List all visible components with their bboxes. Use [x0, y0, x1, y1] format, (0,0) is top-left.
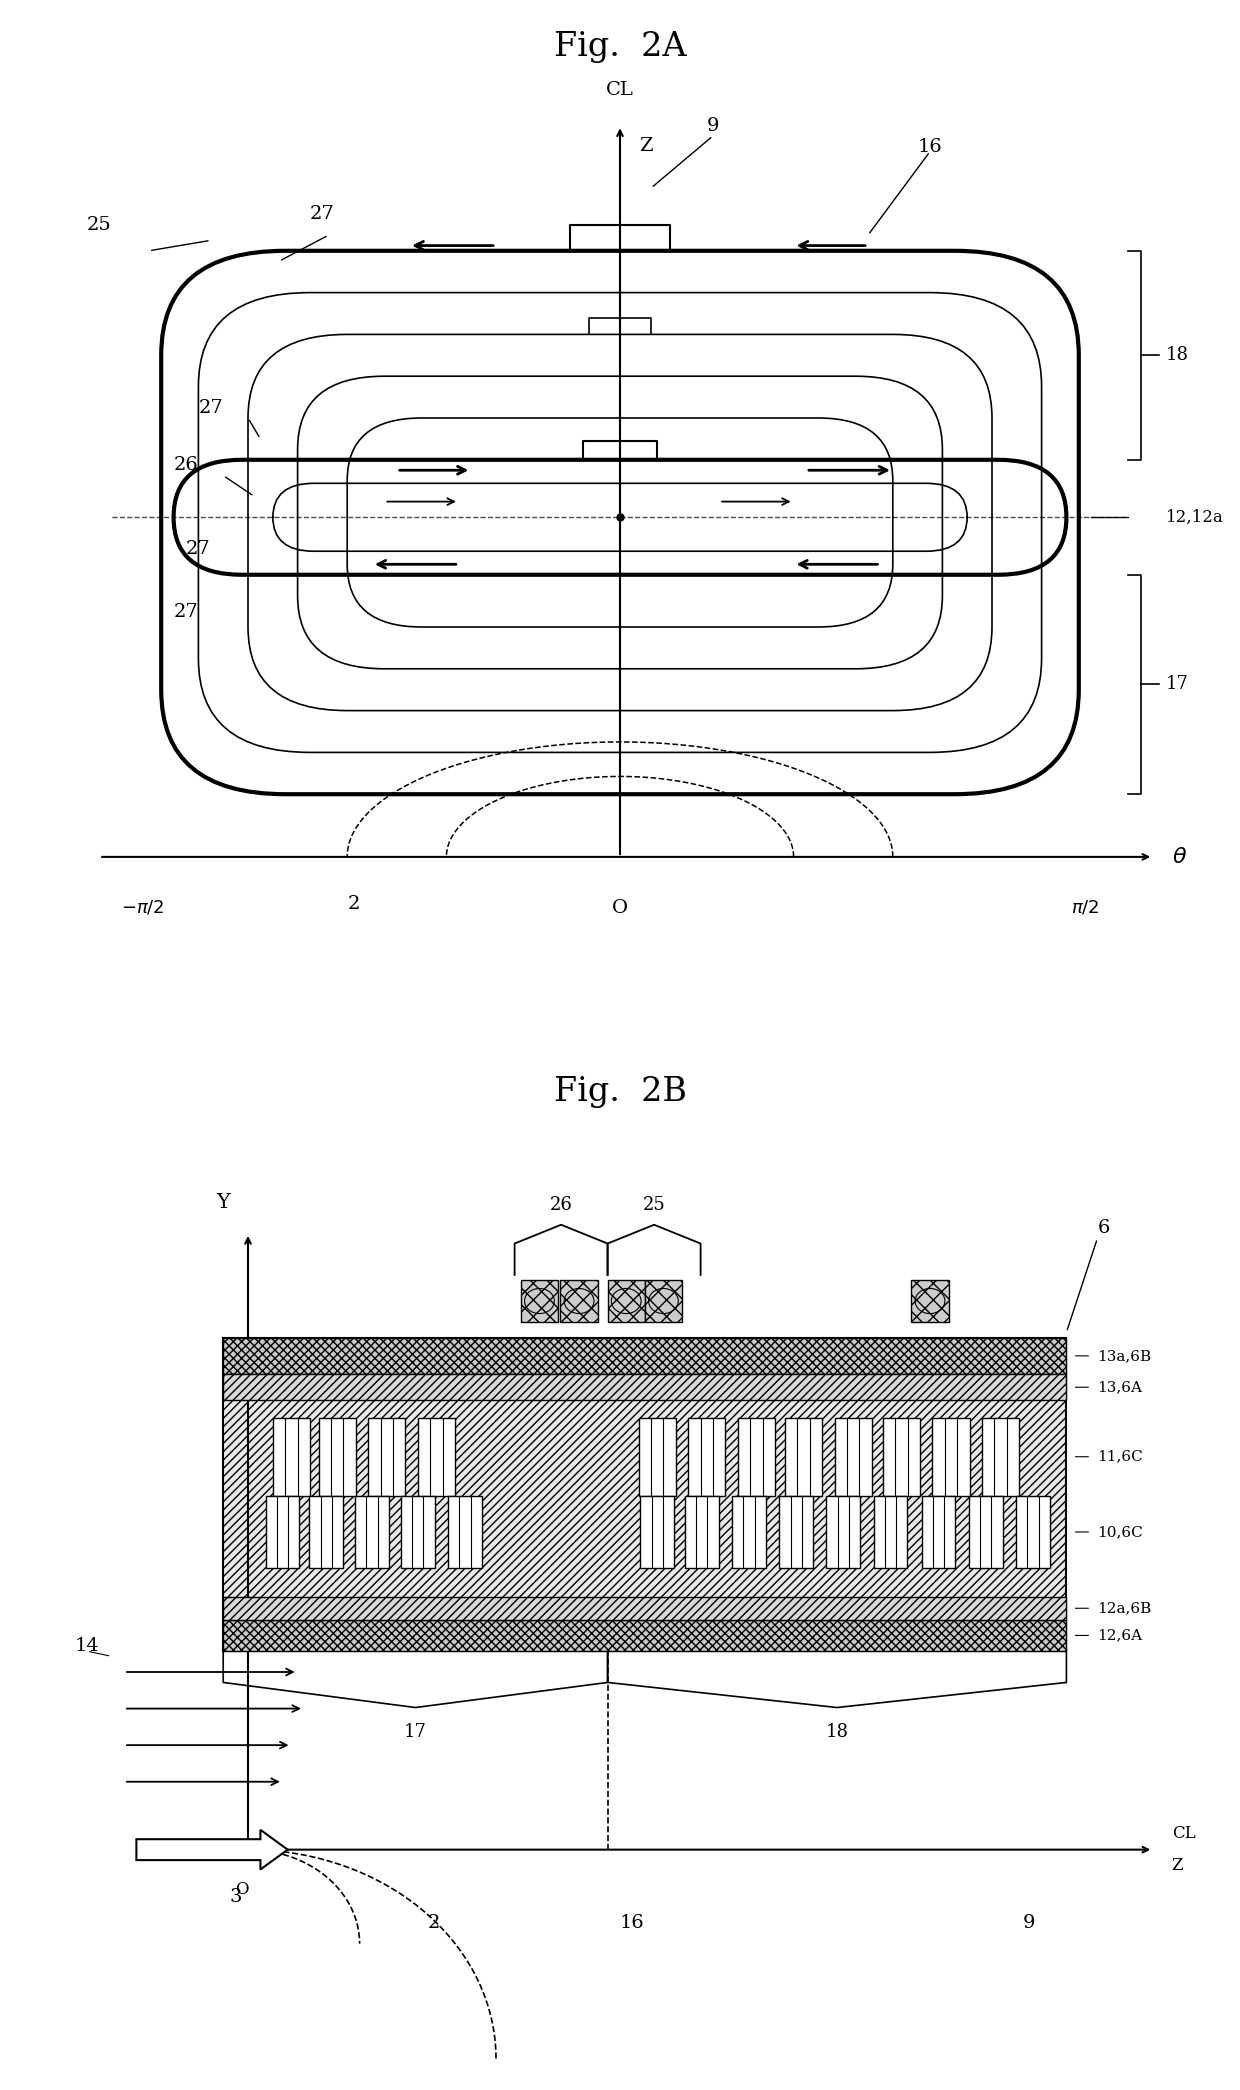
Text: $\theta$: $\theta$ — [1172, 846, 1187, 867]
Text: 25: 25 — [87, 215, 112, 234]
Bar — [560, 1279, 598, 1323]
Bar — [273, 1417, 310, 1496]
Text: Z: Z — [639, 138, 652, 155]
Bar — [970, 1496, 1003, 1568]
Bar — [932, 1417, 970, 1496]
Text: 2: 2 — [428, 1914, 440, 1931]
Text: CL: CL — [1172, 1825, 1195, 1843]
Text: $-\pi/2$: $-\pi/2$ — [122, 899, 164, 918]
Bar — [639, 1417, 676, 1496]
Bar — [223, 1620, 1066, 1651]
Bar — [738, 1417, 775, 1496]
Bar — [355, 1496, 389, 1568]
Text: 9: 9 — [707, 117, 719, 134]
Text: Y: Y — [216, 1193, 231, 1212]
Text: O: O — [236, 1881, 248, 1898]
Text: Fig.  2A: Fig. 2A — [554, 31, 686, 63]
Text: 6: 6 — [1097, 1218, 1110, 1237]
Bar — [521, 1279, 558, 1323]
Text: 27: 27 — [186, 539, 211, 558]
Bar — [319, 1417, 356, 1496]
Bar — [223, 1338, 1066, 1651]
Bar — [418, 1417, 455, 1496]
Bar — [688, 1417, 725, 1496]
Bar — [785, 1417, 822, 1496]
Bar — [684, 1496, 719, 1568]
Bar — [223, 1338, 1066, 1375]
Text: 27: 27 — [310, 205, 335, 224]
Bar — [982, 1417, 1019, 1496]
Bar — [267, 1496, 300, 1568]
Text: 17: 17 — [1166, 675, 1188, 694]
Text: 18: 18 — [1166, 347, 1189, 364]
Text: 9: 9 — [1023, 1914, 1035, 1931]
Bar — [1017, 1496, 1049, 1568]
Bar — [310, 1496, 342, 1568]
Bar — [449, 1496, 481, 1568]
Text: 26: 26 — [174, 456, 198, 474]
Bar — [827, 1496, 861, 1568]
Bar — [223, 1597, 1066, 1620]
Text: 17: 17 — [404, 1722, 427, 1741]
Bar — [780, 1496, 813, 1568]
Text: Z: Z — [1172, 1856, 1183, 1875]
Text: 12,12a: 12,12a — [1166, 508, 1224, 527]
Text: 18: 18 — [826, 1722, 848, 1741]
Text: 12a,6B: 12a,6B — [1097, 1601, 1152, 1616]
Bar — [608, 1279, 645, 1323]
Text: $\pi/2$: $\pi/2$ — [1071, 899, 1099, 918]
Text: 13,6A: 13,6A — [1097, 1379, 1142, 1394]
Text: 27: 27 — [174, 602, 198, 621]
Text: Fig.  2B: Fig. 2B — [553, 1076, 687, 1108]
Bar — [873, 1496, 908, 1568]
Bar — [835, 1417, 872, 1496]
Text: 25: 25 — [642, 1195, 666, 1214]
Text: 10,6C: 10,6C — [1097, 1526, 1143, 1538]
Bar — [641, 1496, 675, 1568]
Text: 16: 16 — [620, 1914, 645, 1931]
Text: 27: 27 — [198, 399, 223, 416]
Text: O: O — [611, 899, 629, 918]
Bar — [732, 1496, 766, 1568]
Text: 11,6C: 11,6C — [1097, 1450, 1143, 1463]
Text: 16: 16 — [918, 138, 942, 155]
Text: 2: 2 — [347, 895, 360, 913]
Text: 12,6A: 12,6A — [1097, 1628, 1142, 1643]
Bar — [223, 1338, 1066, 1651]
Text: CL: CL — [606, 82, 634, 98]
Text: 14: 14 — [74, 1636, 99, 1655]
Bar — [368, 1417, 405, 1496]
Text: 26: 26 — [549, 1195, 573, 1214]
Bar — [223, 1375, 1066, 1400]
Bar — [645, 1279, 682, 1323]
Text: 13a,6B: 13a,6B — [1097, 1348, 1152, 1363]
Bar — [923, 1496, 956, 1568]
Bar — [402, 1496, 434, 1568]
FancyArrow shape — [136, 1831, 288, 1868]
Text: 3: 3 — [229, 1887, 242, 1906]
Bar — [883, 1417, 920, 1496]
Bar — [911, 1279, 949, 1323]
